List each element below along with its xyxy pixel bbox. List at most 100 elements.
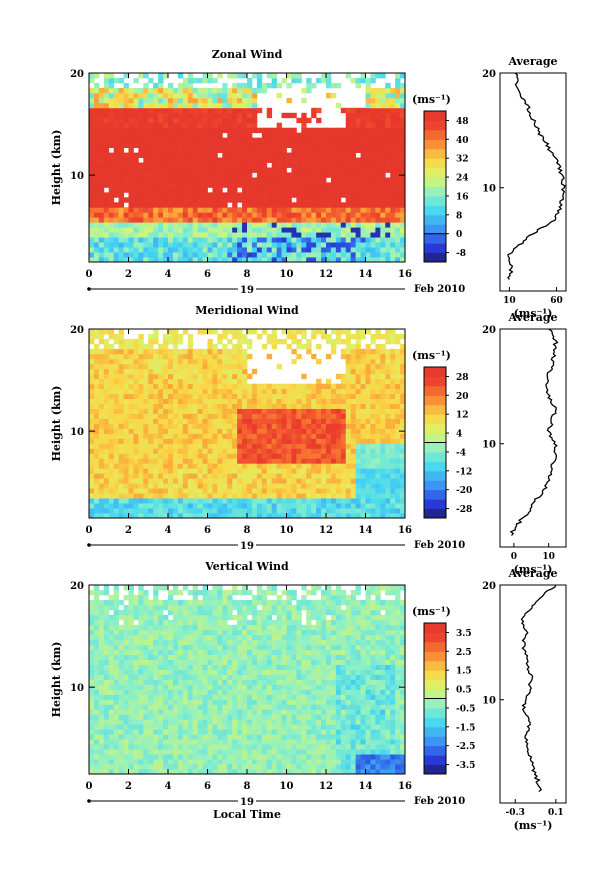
heatmap-cell	[291, 207, 297, 213]
heatmap-cell	[306, 759, 312, 765]
heatmap-cell	[163, 207, 169, 213]
heatmap-cell	[212, 202, 218, 208]
heatmap-cell	[242, 207, 248, 213]
heatmap-cell	[266, 82, 273, 89]
heatmap-cell	[306, 212, 312, 218]
heatmap-cell	[217, 498, 223, 504]
heatmap-cell	[306, 744, 312, 750]
profile-frame	[499, 328, 567, 548]
heatmap-cell	[103, 373, 110, 380]
heatmap-cell	[261, 413, 268, 419]
heatmap-cell	[395, 769, 401, 775]
heatmap-cell	[158, 77, 164, 84]
heatmap-cell	[395, 142, 401, 148]
heatmap-cell	[138, 117, 144, 124]
heatmap-cell	[187, 192, 194, 198]
heatmap-cell	[340, 222, 347, 228]
heatmap-cell	[395, 488, 401, 494]
heatmap-cell	[375, 142, 381, 148]
heatmap-cell	[108, 408, 115, 414]
heatmap-cell	[89, 408, 95, 414]
heatmap-cell	[242, 468, 248, 474]
heatmap-cell	[395, 363, 401, 370]
heatmap-cell	[103, 252, 110, 258]
heatmap-cell	[365, 237, 371, 243]
heatmap-cell	[237, 744, 243, 750]
heatmap-cell	[370, 207, 376, 213]
heatmap-cell	[375, 508, 381, 514]
heatmap-cell	[326, 247, 332, 253]
heatmap-cell	[123, 383, 129, 390]
heatmap-cell	[172, 503, 179, 509]
heatmap-cell	[148, 182, 154, 188]
heatmap-cell	[113, 498, 120, 504]
heatmap-cell	[306, 764, 312, 770]
y-tick-label: 20	[70, 325, 84, 336]
heatmap-cell	[237, 212, 243, 218]
heatmap-cell	[266, 127, 273, 134]
heatmap-cell	[202, 92, 208, 99]
heatmap-cell	[163, 182, 169, 188]
heatmap-cell	[163, 373, 169, 380]
heatmap-cell	[89, 107, 95, 114]
heatmap-cell	[118, 438, 124, 444]
heatmap-cell	[375, 343, 381, 350]
heatmap-cell	[365, 177, 371, 183]
heatmap-cell	[375, 107, 381, 114]
heatmap-cell	[103, 182, 110, 188]
heatmap-cell	[242, 438, 248, 444]
heatmap-cell	[158, 468, 164, 474]
heatmap-cell	[187, 107, 194, 114]
heatmap-cell	[385, 458, 391, 464]
heatmap-cell	[276, 132, 282, 139]
heatmap-cell	[172, 393, 179, 400]
heatmap-cell	[182, 433, 189, 439]
heatmap-cell	[291, 754, 297, 760]
heatmap-cell	[163, 353, 169, 360]
heatmap-cell	[128, 358, 134, 365]
heatmap-cell	[261, 754, 268, 760]
heatmap-cell	[385, 127, 391, 134]
heatmap-cell	[153, 513, 159, 519]
heatmap-cell	[365, 443, 371, 449]
heatmap-cell	[138, 177, 144, 183]
heatmap-cell	[390, 418, 396, 424]
heatmap-cell	[103, 77, 110, 84]
heatmap-cell	[301, 222, 307, 228]
heatmap-cell	[113, 488, 120, 494]
heatmap-cell	[271, 413, 278, 419]
heatmap-cell	[182, 353, 189, 360]
heatmap-cell	[207, 739, 213, 745]
heatmap-cell	[222, 503, 228, 509]
heatmap-cell	[128, 488, 134, 494]
heatmap-cell	[306, 152, 312, 158]
heatmap-cell	[177, 749, 184, 755]
heatmap-cell	[316, 393, 322, 400]
heatmap-cell	[385, 393, 391, 400]
heatmap-cell	[192, 217, 199, 223]
heatmap-cell	[163, 458, 169, 464]
heatmap-cell	[330, 443, 337, 449]
heatmap-cell	[291, 498, 297, 504]
heatmap-cell	[316, 182, 322, 188]
heatmap-cell	[390, 438, 396, 444]
heatmap-cell	[108, 197, 115, 203]
heatmap-cell	[301, 764, 307, 770]
heatmap-cell	[148, 403, 154, 409]
heatmap-cell	[390, 353, 396, 360]
heatmap-cell	[163, 232, 169, 238]
heatmap-cell	[286, 438, 292, 444]
heatmap-cell	[172, 508, 179, 514]
heatmap-cell	[335, 222, 342, 228]
heatmap-cell	[385, 112, 391, 119]
heatmap-cell	[202, 182, 208, 188]
heatmap-cell	[291, 152, 297, 158]
heatmap-cell	[207, 172, 213, 178]
heatmap-cell	[326, 398, 332, 404]
heatmap-cell	[251, 458, 258, 464]
heatmap-cell	[301, 333, 307, 340]
heatmap-cell	[123, 769, 129, 775]
heatmap-cell	[98, 142, 105, 148]
heatmap-cell	[247, 418, 253, 424]
heatmap-cell	[286, 142, 292, 148]
